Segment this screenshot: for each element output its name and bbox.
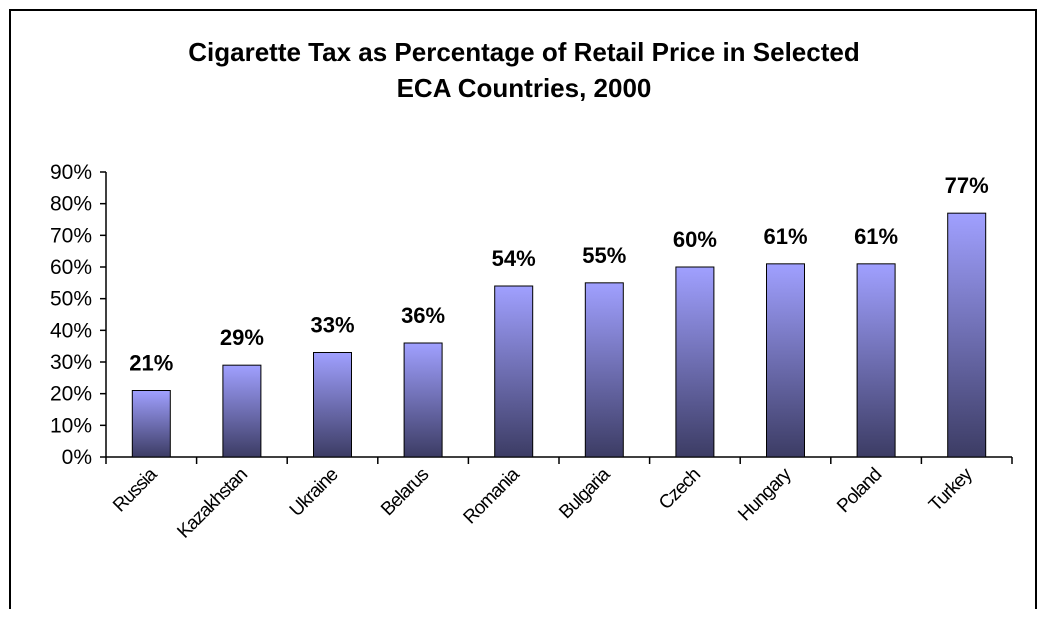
- data-label: 36%: [401, 303, 445, 328]
- data-label: 33%: [310, 313, 354, 338]
- data-label: 55%: [582, 243, 626, 268]
- data-label: 77%: [945, 173, 989, 198]
- bar: [856, 263, 896, 458]
- x-tick-label: Turkey: [925, 464, 977, 516]
- bar: [403, 342, 443, 458]
- chart-title: Cigarette Tax as Percentage of Retail Pr…: [0, 34, 1048, 106]
- x-tick-label: Czech: [655, 464, 705, 514]
- bar: [766, 263, 805, 458]
- bar: [313, 352, 352, 458]
- x-tick-label: Russia: [109, 464, 162, 517]
- chart-frame: [9, 9, 1037, 609]
- bar: [494, 285, 534, 458]
- bar: [131, 390, 171, 458]
- y-tick-label: 30%: [50, 351, 92, 374]
- bar: [584, 282, 624, 458]
- y-tick-label: 80%: [50, 193, 92, 216]
- bar: [947, 212, 987, 458]
- y-tick-label: 20%: [50, 383, 92, 406]
- x-tick-label: Belarus: [377, 464, 433, 520]
- x-tick-label: Ukraine: [286, 464, 343, 521]
- y-tick-label: 90%: [50, 161, 92, 184]
- data-label: 29%: [220, 325, 264, 350]
- x-tick-label: Kazakhstan: [173, 464, 251, 542]
- y-tick-label: 60%: [50, 256, 92, 279]
- y-tick-label: 40%: [50, 319, 92, 342]
- data-label: 60%: [673, 227, 717, 252]
- x-tick-label: Hungary: [734, 464, 796, 526]
- y-tick-label: 50%: [50, 288, 92, 311]
- y-tick-label: 0%: [62, 446, 92, 469]
- y-tick-label: 10%: [50, 414, 92, 437]
- x-tick-label: Romania: [460, 464, 525, 529]
- data-label: 61%: [763, 224, 807, 249]
- y-tick-label: 70%: [50, 224, 92, 247]
- bar: [222, 364, 262, 458]
- bar: [675, 266, 715, 458]
- data-label: 61%: [854, 224, 898, 249]
- chart-title-line-1: Cigarette Tax as Percentage of Retail Pr…: [188, 37, 860, 67]
- data-label: 54%: [492, 246, 536, 271]
- chart-title-line-2: ECA Countries, 2000: [396, 73, 652, 103]
- x-tick-label: Bulgaria: [555, 464, 614, 523]
- data-label: 21%: [129, 351, 173, 376]
- x-tick-label: Poland: [833, 464, 886, 517]
